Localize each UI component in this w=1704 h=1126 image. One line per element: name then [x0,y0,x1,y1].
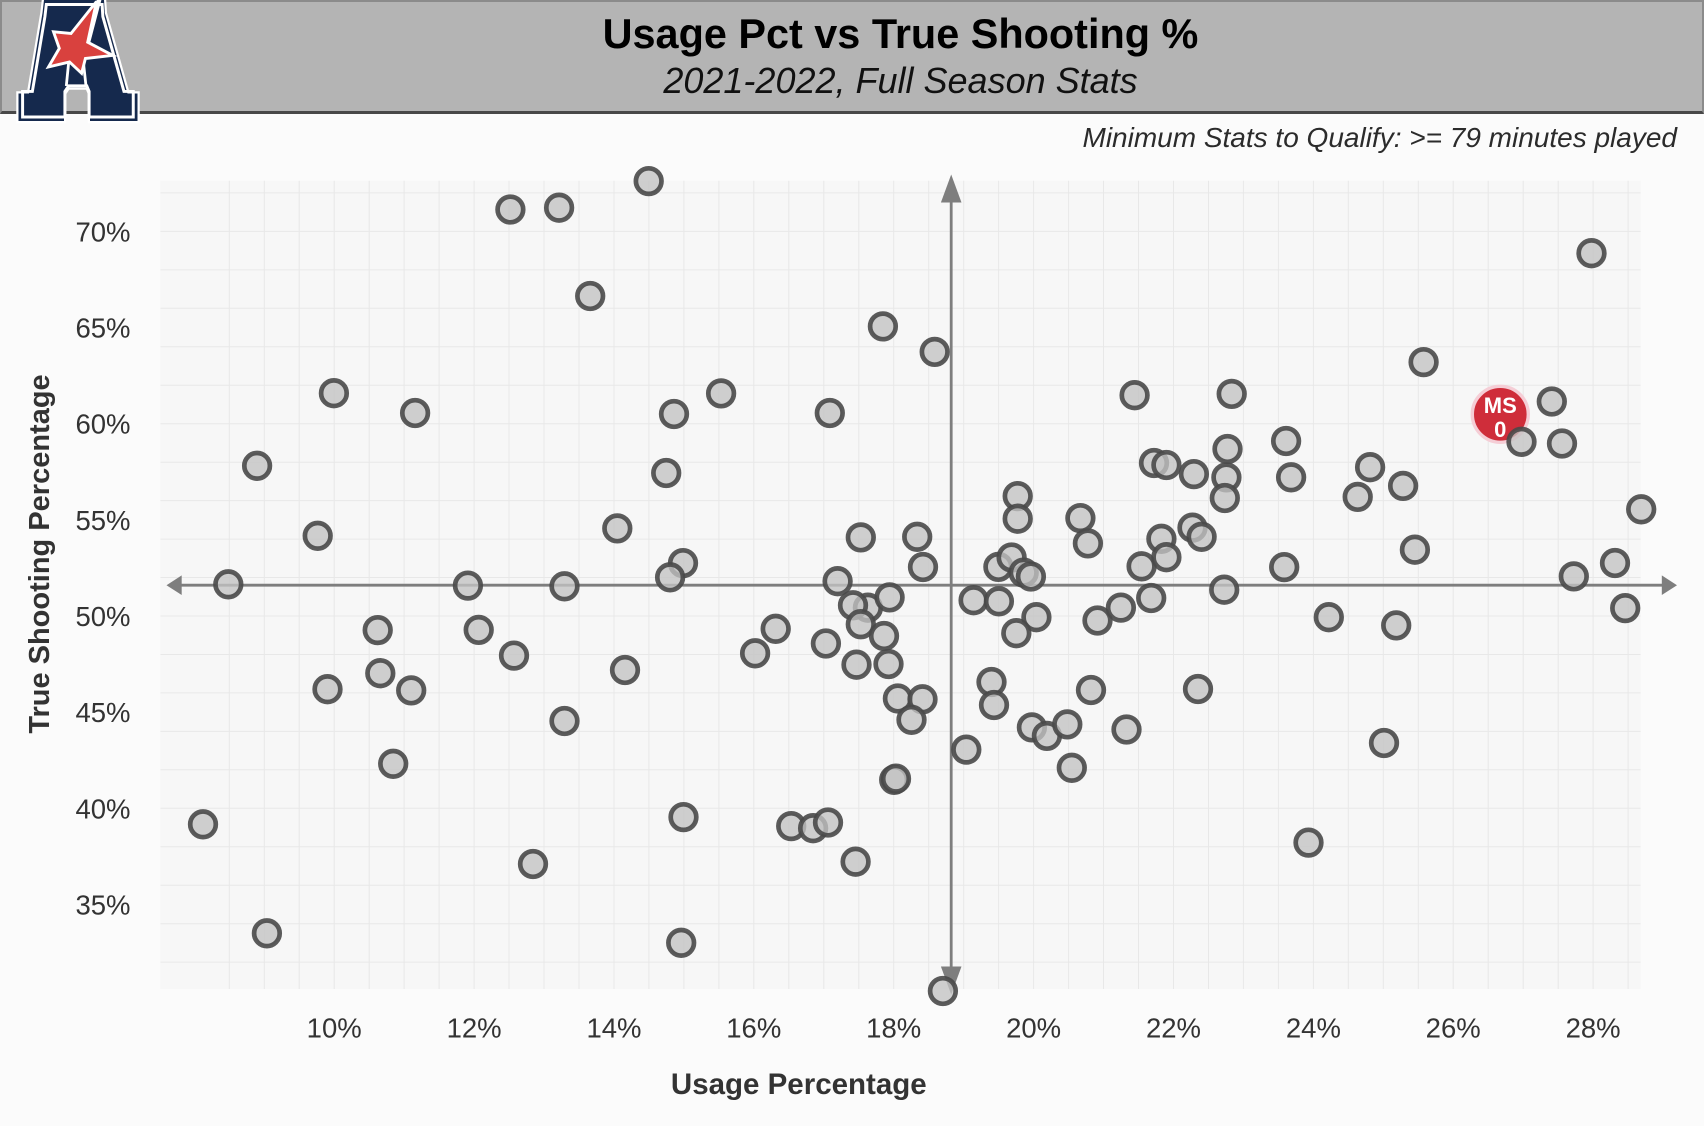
svg-text:18%: 18% [866,1013,921,1044]
svg-text:20%: 20% [1006,1013,1061,1044]
svg-text:16%: 16% [726,1013,781,1044]
svg-text:10%: 10% [307,1013,362,1044]
svg-text:24%: 24% [1286,1013,1341,1044]
svg-text:35%: 35% [75,890,130,921]
svg-text:MS: MS [1484,393,1517,418]
svg-text:12%: 12% [447,1013,502,1044]
svg-text:14%: 14% [586,1013,641,1044]
svg-text:65%: 65% [75,313,130,344]
svg-text:55%: 55% [75,505,130,536]
svg-text:40%: 40% [75,793,130,824]
svg-text:True Shooting Percentage: True Shooting Percentage [24,374,56,733]
svg-text:Usage Percentage: Usage Percentage [671,1068,927,1101]
svg-text:28%: 28% [1566,1013,1621,1044]
svg-text:60%: 60% [75,409,130,440]
svg-text:26%: 26% [1426,1013,1481,1044]
svg-text:0: 0 [1494,417,1506,442]
svg-text:70%: 70% [75,216,130,247]
svg-text:22%: 22% [1146,1013,1201,1044]
svg-text:45%: 45% [75,697,130,728]
svg-text:50%: 50% [75,601,130,632]
